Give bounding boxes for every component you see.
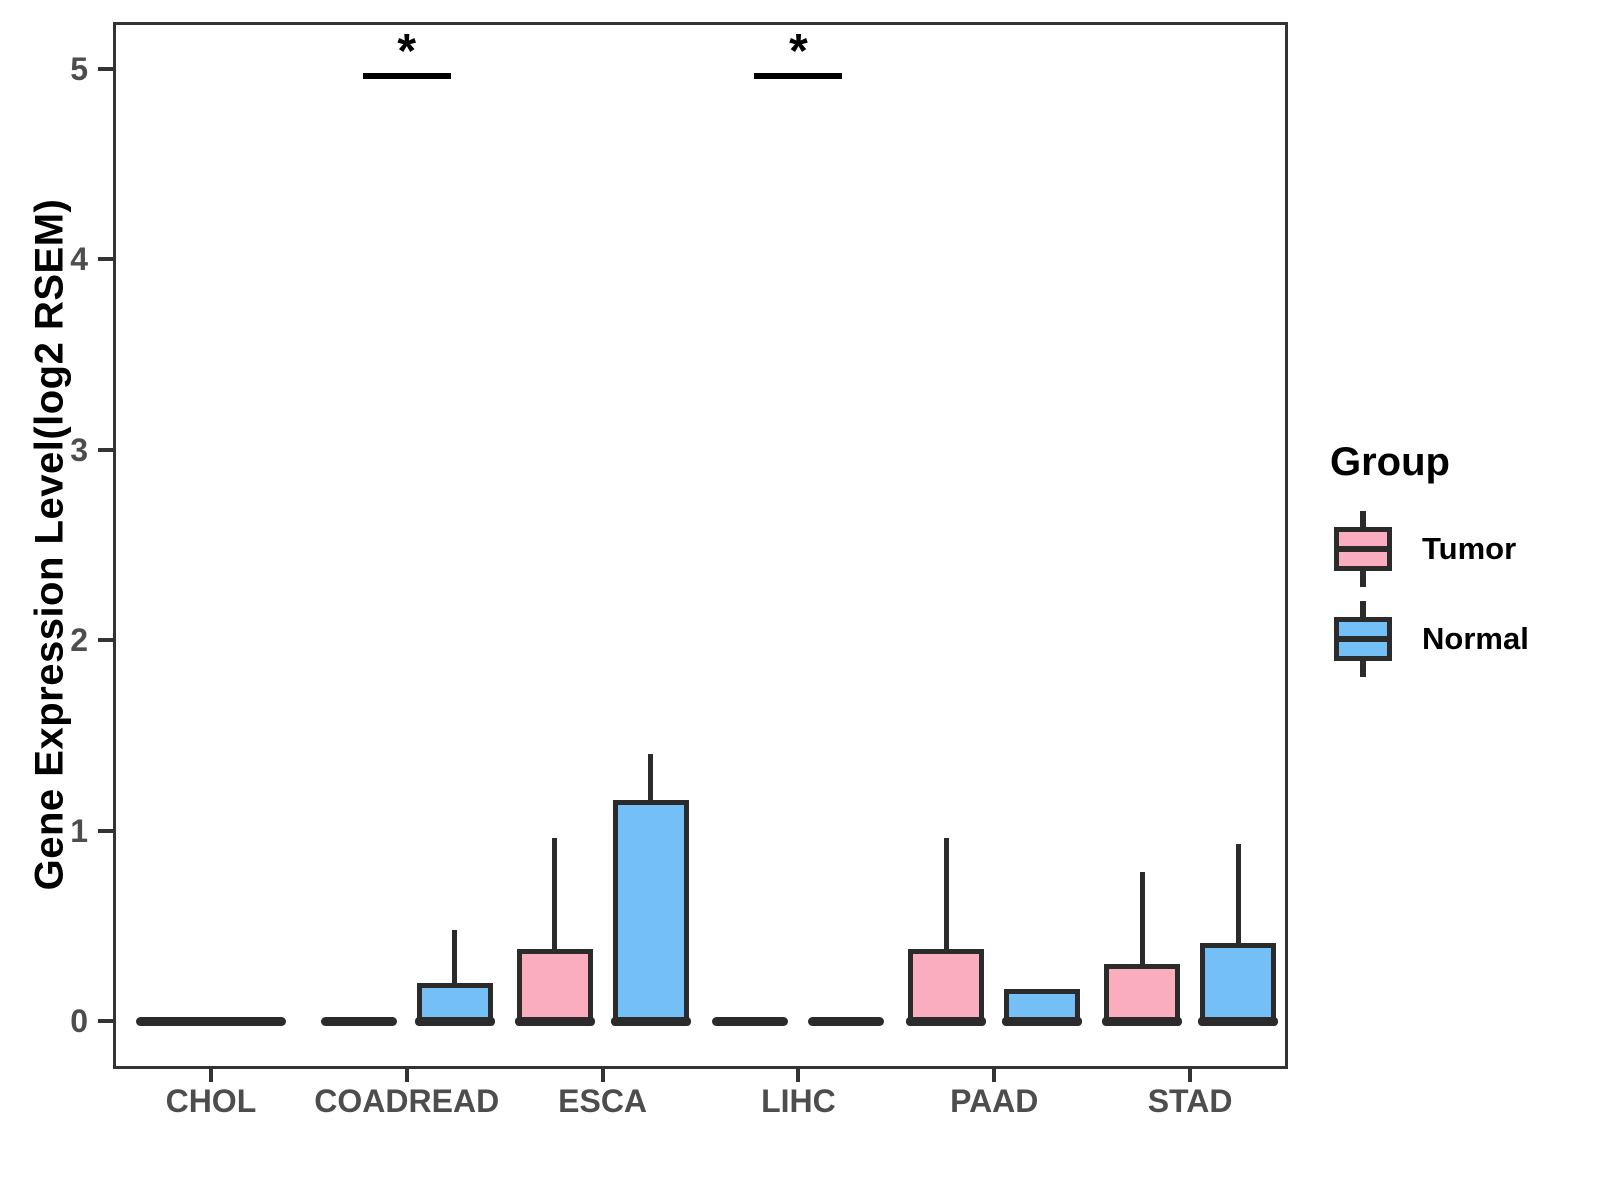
x-axis-category-label: LIHC xyxy=(761,1083,836,1119)
x-axis-category-label: STAD xyxy=(1147,1083,1233,1119)
x-axis-tick xyxy=(992,1069,997,1082)
legend-glyph-lower-whisker xyxy=(1360,661,1366,677)
boxplot-collapsed-median xyxy=(135,1017,286,1026)
boxplot-box xyxy=(1104,963,1181,1025)
legend-glyph-upper-whisker xyxy=(1360,601,1366,617)
legend-item-label: Tumor xyxy=(1422,531,1517,566)
boxplot-upper-whisker xyxy=(452,929,458,987)
boxplot-upper-whisker xyxy=(943,838,949,953)
boxplot-median xyxy=(1198,1017,1279,1026)
significance-star: * xyxy=(397,25,417,78)
y-axis-tick xyxy=(98,66,113,71)
x-axis-tick xyxy=(600,1069,605,1082)
boxplot-upper-whisker xyxy=(648,754,654,805)
boxplot-collapsed-median xyxy=(808,1017,885,1026)
y-axis-tick-label: 4 xyxy=(70,241,88,277)
x-axis-tick xyxy=(404,1069,409,1082)
boxplot-box xyxy=(612,800,689,1025)
x-axis-tick xyxy=(208,1069,213,1082)
y-axis-tick-label: 2 xyxy=(70,622,88,658)
plot-panel xyxy=(113,22,1288,1069)
boxplot-collapsed-median xyxy=(712,1017,789,1026)
y-axis-tick-label: 5 xyxy=(70,50,88,87)
x-axis-category-label: CHOL xyxy=(165,1083,257,1119)
legend-glyph-median xyxy=(1334,546,1392,552)
y-axis-tick xyxy=(98,257,113,261)
legend-item-tumor: Tumor xyxy=(1330,511,1590,587)
y-axis-tick xyxy=(98,828,113,833)
y-axis-tick xyxy=(98,638,113,642)
boxplot-median xyxy=(414,1017,495,1026)
significance-bar xyxy=(754,73,843,79)
legend-boxplot-glyph xyxy=(1334,511,1392,587)
boxplot-box xyxy=(1200,942,1277,1025)
boxplot-median xyxy=(1102,1017,1183,1026)
significance-bar xyxy=(362,73,451,79)
legend-items: Tumor Normal xyxy=(1330,511,1590,677)
legend-title: Group xyxy=(1330,440,1450,484)
y-axis-tick xyxy=(98,1019,113,1023)
boxplot-median xyxy=(1002,1017,1083,1026)
y-axis-tick xyxy=(98,447,113,452)
boxplot-upper-whisker xyxy=(1139,872,1145,968)
y-axis-tick-label: 0 xyxy=(70,1003,88,1039)
legend-glyph-upper-whisker xyxy=(1360,511,1366,527)
y-axis-tick-label: 3 xyxy=(70,431,88,468)
boxplot-collapsed-median xyxy=(320,1017,397,1026)
boxplot-upper-whisker xyxy=(552,838,558,953)
boxplot-median xyxy=(906,1017,987,1026)
boxplot-box xyxy=(516,948,593,1025)
x-axis-tick xyxy=(796,1069,801,1082)
legend-item-label: Normal xyxy=(1422,621,1529,656)
x-axis-category-label: COADREAD xyxy=(314,1083,500,1119)
x-axis-category-label: PAAD xyxy=(950,1083,1039,1119)
boxplot-box xyxy=(908,948,985,1025)
legend-glyph-lower-whisker xyxy=(1360,571,1366,587)
legend-glyph-median xyxy=(1334,636,1392,642)
legend-item-normal: Normal xyxy=(1330,601,1590,677)
x-axis-tick xyxy=(1188,1069,1193,1082)
boxplot-median xyxy=(514,1017,595,1026)
legend: Group Tumor Normal xyxy=(1330,440,1590,691)
boxplot-upper-whisker xyxy=(1235,843,1241,947)
y-axis-tick-label: 1 xyxy=(70,812,88,849)
y-axis-title: Gene Expression Level(log2 RSEM) xyxy=(27,198,72,891)
significance-star: * xyxy=(789,25,808,78)
boxplot-median xyxy=(610,1017,691,1026)
legend-boxplot-glyph xyxy=(1334,601,1392,677)
x-axis-category-label: ESCA xyxy=(558,1083,648,1119)
